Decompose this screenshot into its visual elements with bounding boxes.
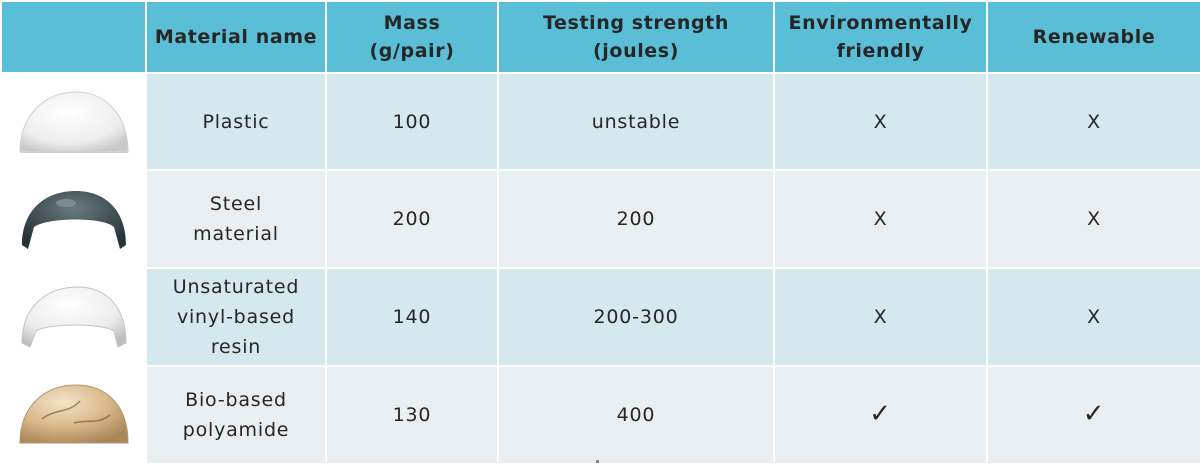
cross-mark: X [873,306,888,329]
header-eco-line2: friendly [836,40,925,62]
table-row-plastic: Plastic 100 unstable X X [0,71,1200,172]
image-cell [0,71,147,172]
material-name-line: Steel [209,193,263,216]
strength-cell: 200-300 [497,266,775,368]
material-name-line: Bio-based [185,389,287,412]
header-mass-line2: (g/pair) [369,40,455,62]
header-renewable: Renewable [986,0,1200,74]
strength-value: unstable [591,110,681,133]
header-image-column [0,0,147,74]
material-name-line: Unsaturated [172,276,300,299]
material-name-line: Plastic [202,110,270,133]
table-row-steel: Steel material 200 200 X X [0,169,1200,269]
renewable-cell: X [986,169,1200,269]
resin-toe-cap-icon [20,286,127,348]
renewable-cell: X [986,71,1200,172]
material-name-cell: Unsaturated vinyl-based resin [145,266,327,368]
eco-cell: X [773,71,988,172]
header-strength-line1: Testing strength [543,12,729,34]
material-name-cell: Plastic [145,71,327,172]
strength-cell: 200 [497,169,775,269]
table-row-resin: Unsaturated vinyl-based resin 140 200-30… [0,266,1200,368]
header-mass-line1: Mass [383,12,441,34]
header-testing-strength: Testing strength (joules) [497,0,775,74]
cross-mark: X [1087,110,1101,133]
mass-value: 100 [392,110,432,133]
renewable-cell: X [986,266,1200,368]
image-cell [0,266,147,368]
material-name-line: vinyl-based [176,306,296,329]
cross-mark: X [1087,208,1101,231]
check-mark-icon: ✓ [1082,399,1106,430]
header-renewable-label: Renewable [1032,26,1156,48]
polyamide-toe-cap-icon [18,384,129,444]
strength-cell: unstable [497,71,775,172]
material-name-cell: Steel material [145,169,327,269]
material-name-line: material [193,223,279,246]
mass-value: 140 [392,306,432,329]
strength-cell: 400 [497,365,775,465]
mass-cell: 200 [325,169,499,269]
image-cell [0,169,147,269]
mass-cell: 140 [325,266,499,368]
material-name-line: resin [210,336,262,359]
header-material-name: Material name [145,0,327,74]
renewable-cell: ✓ [986,365,1200,465]
material-name-cell: Bio-based polyamide [145,365,327,465]
strength-value: 200-300 [593,306,679,329]
check-mark-icon: ✓ [869,399,892,430]
eco-cell: X [773,169,988,269]
mass-value: 200 [392,208,432,231]
strength-value: 200 [616,208,656,231]
header-mass: Mass (g/pair) [325,0,499,74]
cross-mark: X [1087,306,1101,329]
header-environmentally-friendly: Environmentally friendly [773,0,988,74]
cross-mark: X [873,110,888,133]
steel-toe-cap-icon [21,191,126,250]
strength-value: 400 [616,404,656,427]
material-name-line: polyamide [182,419,290,442]
mass-cell: 100 [325,71,499,172]
header-material-name-label: Material name [154,26,318,48]
image-cell [0,365,147,465]
header-strength-line2: (joules) [593,40,679,62]
mass-value: 130 [392,404,432,427]
cross-mark: X [873,208,888,231]
stray-dot [596,460,599,463]
eco-cell: X [773,266,988,368]
eco-cell: ✓ [773,365,988,465]
header-eco-line1: Environmentally [788,12,973,34]
mass-cell: 130 [325,365,499,465]
header-row: Material name Mass (g/pair) Testing stre… [0,0,1200,74]
white-plastic-toe-cap-icon [18,91,129,153]
table-row-polyamide: Bio-based polyamide 130 400 ✓ ✓ [0,365,1200,465]
